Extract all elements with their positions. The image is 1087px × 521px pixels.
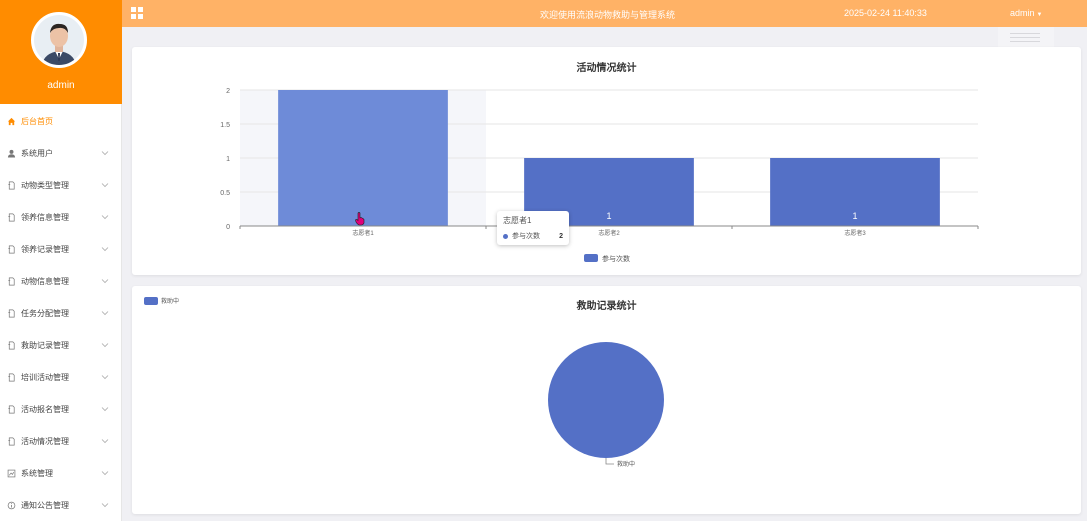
datetime-display: 2025-02-24 11:40:33 bbox=[844, 8, 927, 18]
chevron-down-icon bbox=[101, 277, 109, 284]
tooltip-value: 2 bbox=[559, 232, 563, 240]
chart-legend[interactable]: 参与次数 bbox=[584, 254, 630, 263]
sidebar-item-label: 领养记录管理 bbox=[21, 244, 69, 254]
tooltip-series-name: 参与次数 bbox=[512, 233, 540, 240]
tooltip-title: 志愿者1 bbox=[503, 216, 532, 225]
bar-data-label: 1 bbox=[852, 211, 857, 221]
sidebar-item-9[interactable]: 活动报名管理 bbox=[0, 393, 121, 425]
bar[interactable] bbox=[278, 90, 448, 226]
sidebar-item-5[interactable]: 动物信息管理 bbox=[0, 265, 121, 297]
legend-swatch bbox=[584, 254, 598, 262]
legend-label: 参与次数 bbox=[602, 254, 630, 263]
site-title: 欢迎使用流浪动物救助与管理系统 bbox=[540, 10, 676, 20]
legend-swatch bbox=[144, 297, 158, 305]
sidebar-item-label: 通知公告管理 bbox=[21, 500, 69, 510]
pie-legend[interactable]: 救助中 bbox=[144, 297, 179, 305]
document-icon bbox=[6, 244, 17, 255]
rescue-stats-card: 救助记录统计 救助中 救助中 bbox=[132, 286, 1081, 514]
chevron-down-icon bbox=[101, 213, 109, 220]
chevron-down-icon bbox=[101, 309, 109, 316]
tooltip-series-dot bbox=[503, 233, 508, 239]
sidebar-item-0[interactable]: 后台首页 bbox=[0, 105, 121, 137]
document-icon bbox=[6, 404, 17, 415]
user-dropdown[interactable]: admin ▼ bbox=[1010, 8, 1042, 18]
chevron-down-icon bbox=[101, 181, 109, 188]
chevron-down-icon bbox=[101, 469, 109, 476]
document-icon bbox=[6, 212, 17, 223]
settings-icon bbox=[6, 468, 17, 479]
chevron-down-icon bbox=[101, 405, 109, 412]
sidebar: admin 后台首页系统用户动物类型管理 领养信息管理 领养记录管理 动物信息管理 任务… bbox=[0, 0, 122, 521]
sidebar-item-3[interactable]: 领养信息管理 bbox=[0, 201, 121, 233]
sidebar-item-8[interactable]: 培训活动管理 bbox=[0, 361, 121, 393]
chevron-down-icon bbox=[101, 341, 109, 348]
user-dropdown-label: admin bbox=[1010, 8, 1035, 18]
info-icon bbox=[6, 500, 17, 511]
sidebar-item-1[interactable]: 系统用户 bbox=[0, 137, 121, 169]
pie-slice-label: 救助中 bbox=[617, 460, 635, 468]
hand-cursor-icon bbox=[355, 212, 365, 226]
sidebar-item-11[interactable]: 系统管理 bbox=[0, 457, 121, 489]
chevron-down-icon bbox=[101, 437, 109, 444]
activity-stats-card: 活动情况统计 0 0.5 1 1.5 2 1 1 志愿者1 志愿者2 志愿者3 参与次数 bbox=[132, 47, 1081, 275]
sidebar-item-4[interactable]: 领养记录管理 bbox=[0, 233, 121, 265]
top-bar: 欢迎使用流浪动物救助与管理系统 2025-02-24 11:40:33 admi… bbox=[122, 0, 1087, 27]
document-icon bbox=[6, 308, 17, 319]
y-tick-label: 1 bbox=[226, 156, 230, 163]
grid-menu-icon[interactable] bbox=[130, 6, 144, 20]
sidebar-item-label: 系统用户 bbox=[21, 148, 53, 158]
sidebar-item-label: 系统管理 bbox=[21, 468, 53, 478]
y-tick-label: 0.5 bbox=[220, 190, 230, 197]
sidebar-item-label: 任务分配管理 bbox=[21, 308, 69, 318]
sidebar-item-label: 培训活动管理 bbox=[21, 372, 69, 382]
bar[interactable] bbox=[770, 158, 940, 226]
sidebar-item-2[interactable]: 动物类型管理 bbox=[0, 169, 121, 201]
document-icon bbox=[6, 276, 17, 287]
sidebar-menu: 后台首页系统用户动物类型管理 领养信息管理 领养记录管理 动物信息管理 任务分配管理 救助… bbox=[0, 105, 121, 521]
dropdown-placeholder bbox=[998, 27, 1054, 47]
chart-tooltip: 志愿者1 参与次数 2 bbox=[497, 211, 569, 245]
chevron-down-icon bbox=[101, 245, 109, 252]
sidebar-item-7[interactable]: 救助记录管理 bbox=[0, 329, 121, 361]
bar-data-label: 1 bbox=[606, 211, 611, 221]
sidebar-item-label: 领养信息管理 bbox=[21, 212, 69, 222]
document-icon bbox=[6, 340, 17, 351]
chevron-down-icon bbox=[101, 373, 109, 380]
user-icon bbox=[6, 148, 17, 159]
document-icon bbox=[6, 180, 17, 191]
x-tick-label: 志愿者1 bbox=[352, 229, 374, 237]
legend-label: 救助中 bbox=[161, 297, 179, 305]
y-tick-label: 1.5 bbox=[220, 122, 230, 129]
x-tick-label: 志愿者2 bbox=[598, 229, 620, 237]
caret-down-icon: ▼ bbox=[1036, 12, 1043, 18]
sidebar-item-label: 动物信息管理 bbox=[21, 276, 69, 286]
activity-bar-chart: 0 0.5 1 1.5 2 1 1 志愿者1 志愿者2 志愿者3 参与次数 bbox=[220, 88, 979, 263]
chevron-down-icon bbox=[101, 149, 109, 156]
activity-chart-title: 活动情况统计 bbox=[576, 63, 637, 74]
rescue-chart-title: 救助记录统计 bbox=[576, 301, 637, 312]
sidebar-item-label: 活动报名管理 bbox=[21, 404, 69, 414]
pie-leader-line bbox=[605, 458, 614, 465]
sidebar-item-label: 活动情况管理 bbox=[21, 436, 69, 446]
sidebar-item-label: 救助记录管理 bbox=[21, 340, 69, 350]
profile-panel: admin bbox=[0, 0, 122, 104]
sidebar-item-12[interactable]: 通知公告管理 bbox=[0, 489, 121, 521]
sidebar-item-label: 后台首页 bbox=[21, 116, 53, 126]
pie-slice[interactable] bbox=[548, 342, 664, 458]
y-tick-label: 0 bbox=[226, 224, 230, 231]
home-icon bbox=[6, 116, 17, 127]
document-icon bbox=[6, 436, 17, 447]
x-tick-label: 志愿者3 bbox=[844, 229, 866, 237]
sidebar-item-6[interactable]: 任务分配管理 bbox=[0, 297, 121, 329]
chevron-down-icon bbox=[101, 501, 109, 508]
avatar[interactable] bbox=[31, 12, 87, 68]
sidebar-item-10[interactable]: 活动情况管理 bbox=[0, 425, 121, 457]
profile-username: admin bbox=[47, 80, 75, 91]
document-icon bbox=[6, 372, 17, 383]
sidebar-item-label: 动物类型管理 bbox=[21, 180, 69, 190]
y-tick-label: 2 bbox=[226, 88, 230, 95]
